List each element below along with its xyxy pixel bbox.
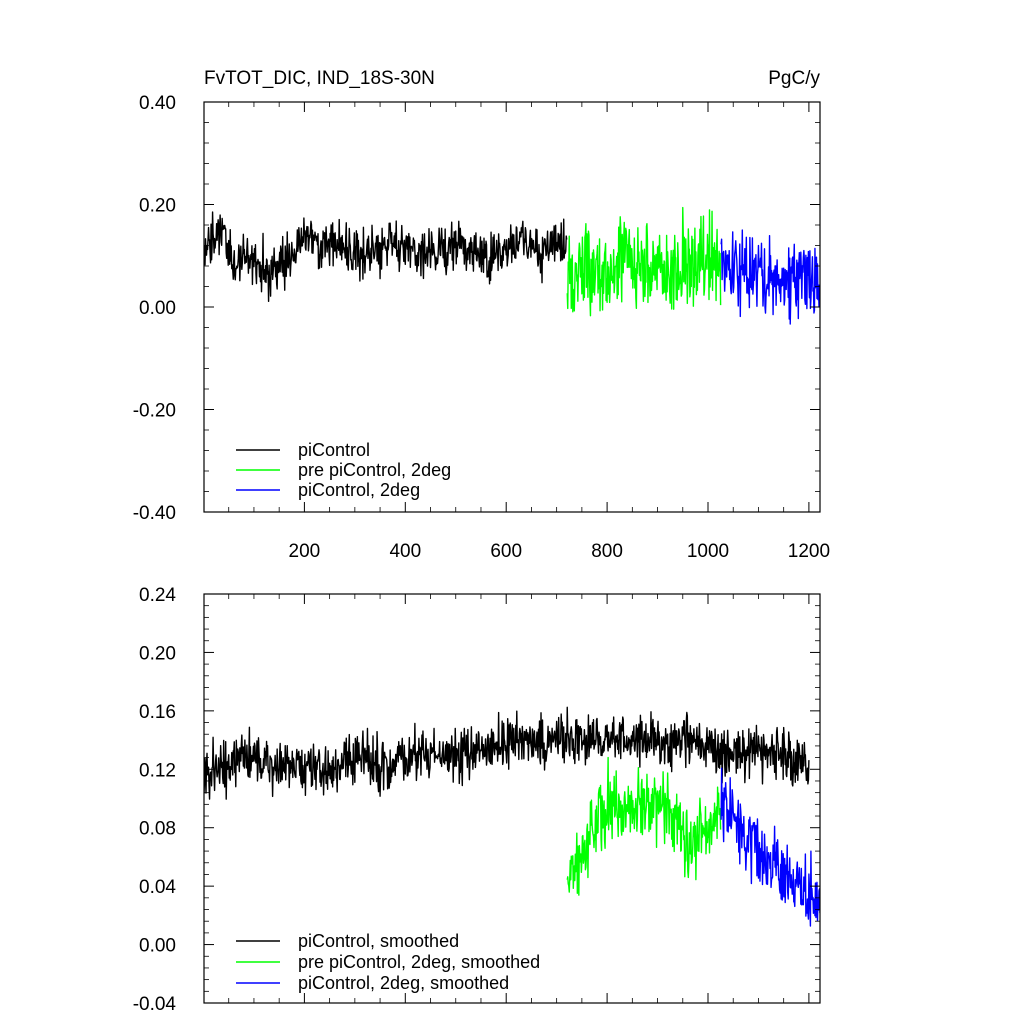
y-tick-label: -0.40 xyxy=(133,503,176,524)
x-tick-label: 600 xyxy=(490,541,522,562)
y-tick-label: 0.00 xyxy=(139,298,176,319)
y-tick-label: 0.08 xyxy=(139,819,176,840)
panel-bottom: -0.04 0.00 0.04 0.08 0.12 0.16 0.20 0.24 piContr… xyxy=(133,585,821,1015)
series-line-0 xyxy=(204,211,568,303)
y-tick-label: -0.04 xyxy=(133,994,177,1015)
x-tick-label: 1000 xyxy=(687,541,729,562)
y-tick-label: 0.20 xyxy=(139,643,176,664)
plot-frame xyxy=(203,101,821,513)
legend-label: piControl, smoothed xyxy=(298,931,459,951)
series-line-2 xyxy=(720,767,820,927)
series-line-0 xyxy=(204,706,810,800)
figure-units: PgC/y xyxy=(768,68,820,89)
x-tick-label: 1200 xyxy=(788,541,830,562)
series-line-2 xyxy=(720,229,820,325)
y-tick-label: 0.24 xyxy=(139,585,176,606)
x-tick-label: 200 xyxy=(289,541,321,562)
legend-label: piControl, 2deg, smoothed xyxy=(298,973,509,993)
y-tick-label: 0.16 xyxy=(139,702,176,723)
panel-top: -0.40 -0.20 0.00 0.20 0.40 200 400 600 800 1000 12… xyxy=(133,93,830,562)
legend-label: pre piControl, 2deg xyxy=(298,460,451,480)
legend-label: pre piControl, 2deg, smoothed xyxy=(298,952,540,972)
x-tick-label: 400 xyxy=(389,541,421,562)
plot-frame xyxy=(203,593,821,1004)
y-tick-label: 0.04 xyxy=(139,877,176,898)
y-tick-label: 0.00 xyxy=(139,936,176,957)
legend-label: piControl, 2deg xyxy=(298,480,420,500)
y-tick-label: -0.20 xyxy=(133,401,176,422)
series-line-1 xyxy=(566,206,722,317)
legend-label: piControl xyxy=(298,440,370,460)
x-tick-label: 800 xyxy=(591,541,623,562)
y-tick-label: 0.40 xyxy=(139,93,176,114)
y-tick-label: 0.20 xyxy=(139,196,176,217)
figure-title: FvTOT_DIC, IND_18S-30N xyxy=(204,68,435,89)
series-line-1 xyxy=(566,756,722,896)
y-tick-label: 0.12 xyxy=(139,760,176,781)
